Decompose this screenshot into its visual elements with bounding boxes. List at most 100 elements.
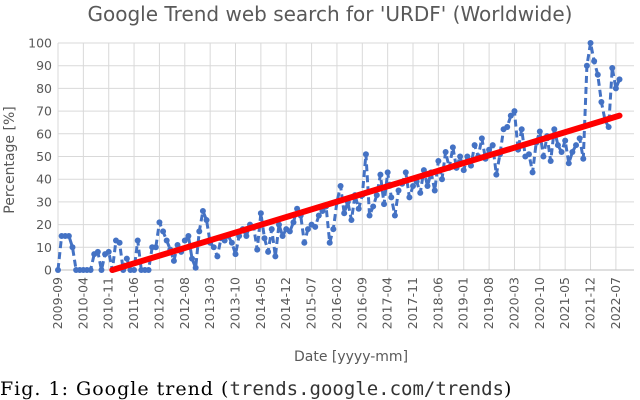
data-point [160,228,167,235]
x-tick-label: 2014-12 [278,277,293,329]
data-point [507,112,514,119]
data-point [65,232,72,239]
data-point [417,189,424,196]
data-point [576,135,583,142]
data-point [196,228,203,235]
data-point [228,239,235,246]
data-point [518,126,525,133]
data-point [547,158,554,165]
data-point [366,212,373,219]
x-tick-label: 2021-05 [557,277,572,329]
caption-suffix: ) [503,378,513,400]
data-point [304,226,311,233]
x-tick-label: 2017-11 [405,277,420,329]
x-tick-label: 2012-01 [151,277,166,329]
data-point [98,267,105,273]
figure-caption: Fig. 1: Google trend (trends.google.com/… [0,378,640,400]
y-tick-label: 30 [36,194,52,209]
data-point [442,148,449,155]
data-point [286,228,293,235]
data-point [261,235,268,242]
data-point [525,151,532,158]
data-point [377,171,384,178]
data-point [410,183,417,190]
x-axis-label: Date [yyyy-mm] [294,349,408,365]
data-point [562,137,569,144]
x-tick-label: 2010-04 [75,277,90,329]
data-point [424,183,431,190]
data-point [279,232,286,239]
x-tick-label: 2018-06 [430,277,445,329]
data-point [612,85,619,92]
x-tick-label: 2014-05 [253,277,268,329]
data-point [362,151,369,158]
data-point [569,148,576,155]
data-point [449,144,456,151]
data-point [272,253,279,260]
data-point [214,253,221,260]
data-point [580,155,587,162]
data-point [69,244,76,251]
data-point [55,267,61,273]
data-point [348,217,355,224]
x-tick-label: 2013-10 [228,277,243,329]
data-point [163,237,170,244]
x-axis-ticks: 2009-09 2010-04 2010-11 2011-06 2012-01 2012-… [50,277,623,329]
y-axis-label: Percentage [%] [2,106,18,213]
data-point [181,237,188,244]
data-point [536,128,543,135]
x-tick-label: 2015-07 [304,277,319,329]
data-point [609,64,616,71]
data-point [594,71,601,78]
data-point [189,255,196,262]
data-point [134,237,141,244]
data-point [290,219,297,226]
data-point [145,267,152,273]
x-tick-label: 2016-02 [329,277,344,329]
x-tick-label: 2022-07 [608,277,623,329]
data-point [185,232,192,239]
y-axis-ticks: 0 10 20 30 40 50 60 70 80 90 100 [28,36,52,278]
x-tick-label: 2009-09 [50,277,65,329]
data-point [598,99,605,106]
data-point [192,264,199,271]
trend-line [109,112,623,273]
data-point [131,267,138,273]
x-tick-label: 2011-06 [126,277,141,329]
data-point [312,223,319,230]
data-point [156,219,163,226]
data-point [370,203,377,210]
x-tick-label: 2020-10 [532,277,547,329]
data-point [616,76,623,83]
data-point [123,255,130,262]
x-tick-label: 2012-08 [177,277,192,329]
data-point [326,239,333,246]
data-point [486,146,493,153]
data-point [268,226,275,233]
data-point [471,142,478,149]
data-point [583,62,590,69]
data-point [565,160,572,167]
data-point [257,210,264,217]
series [55,40,623,273]
data-point [381,201,388,208]
data-point [254,246,261,253]
data-point [373,192,380,199]
x-tick-label: 2017-04 [380,277,395,329]
caption-prefix: Fig. 1: Google trend ( [0,378,230,400]
y-tick-label: 100 [28,36,52,51]
data-point [457,153,464,160]
caption-url: trends.google.com/trends [229,378,504,400]
y-tick-label: 60 [36,126,52,141]
data-point [511,108,518,115]
data-point [337,183,344,190]
data-point [94,248,101,255]
data-point [199,207,206,214]
data-point [529,169,536,176]
data-point [388,194,395,201]
y-tick-label: 80 [36,81,52,96]
chart: Google Trend web search for 'URDF' (Worl… [2,2,634,365]
data-point [558,148,565,155]
data-point [391,212,398,219]
x-tick-label: 2013-03 [202,277,217,329]
